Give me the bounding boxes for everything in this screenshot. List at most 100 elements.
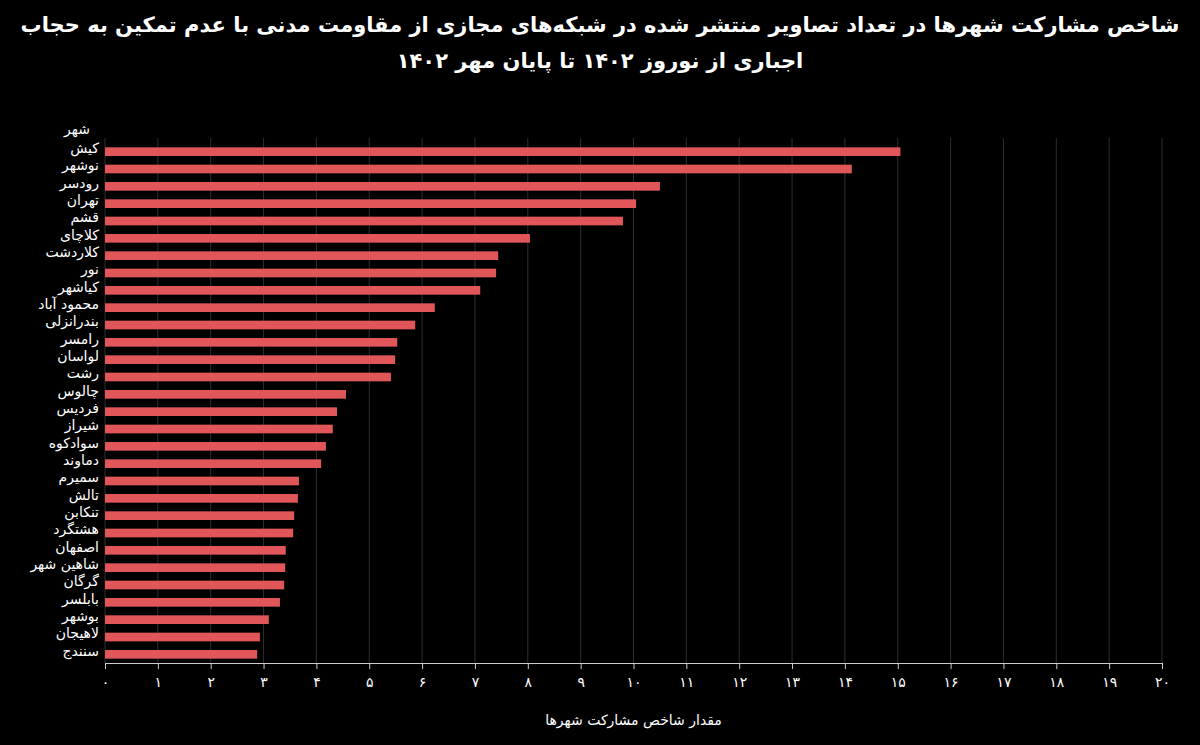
x-tick: ۵	[366, 663, 374, 690]
y-axis-title: شهر	[63, 121, 90, 138]
y-tick: کلاردشت	[46, 244, 106, 261]
y-tick: اصفهان	[55, 539, 105, 556]
bar	[105, 615, 269, 624]
y-tick: تنکابن	[64, 504, 105, 521]
y-tick-label: سنندج	[62, 643, 99, 660]
y-tick: گرگان	[63, 573, 105, 590]
x-tick: ۶	[419, 663, 427, 690]
y-tick-label: کلاردشت	[46, 244, 100, 261]
y-tick-label: اصفهان	[55, 539, 99, 556]
x-tick-mark	[475, 663, 476, 669]
bar	[105, 338, 397, 347]
y-axis: کیشنوشهررودسرتهرانقشمکلاچایکلاردشتنورکیا…	[29, 140, 105, 660]
x-tick-mark	[1162, 663, 1163, 669]
x-tick: ۱۲	[732, 663, 747, 690]
background	[0, 0, 1200, 745]
x-tick-label: ۲	[207, 674, 215, 690]
x-tick-label: ۱۹	[1102, 674, 1117, 690]
y-tick: شیراز	[64, 417, 105, 434]
bar	[105, 598, 280, 607]
bar	[105, 303, 435, 312]
y-tick-label: محمود آباد	[38, 296, 99, 313]
bar	[105, 321, 415, 330]
y-tick-label: سوادکوه	[49, 435, 99, 452]
x-tick-label: ۱۲	[732, 674, 747, 690]
x-tick-label: ۱۷	[996, 674, 1012, 690]
y-tick-label: چالوس	[57, 383, 99, 400]
y-tick: نور	[80, 261, 105, 278]
bars	[105, 147, 900, 658]
bar	[105, 217, 623, 226]
y-tick: سنندج	[62, 643, 105, 660]
x-tick-mark	[581, 663, 582, 669]
x-tick: ۱۷	[996, 663, 1012, 690]
bar	[105, 407, 337, 416]
x-tick-label: ۰	[102, 674, 110, 690]
x-tick: ۰	[102, 663, 110, 690]
bar	[105, 251, 498, 260]
grid-line	[739, 138, 740, 663]
y-tick: کیش	[70, 140, 105, 157]
y-tick: تهران	[67, 192, 105, 209]
y-tick: لاهیجان	[56, 625, 105, 641]
y-tick-label: هشتگرد	[53, 521, 99, 538]
x-tick: ۱۸	[1049, 663, 1065, 690]
bar	[105, 425, 333, 434]
grid	[105, 138, 1162, 663]
x-tick-label: ۱	[155, 674, 163, 690]
grid-line	[1056, 138, 1057, 663]
y-tick: لواسان	[57, 348, 105, 365]
y-tick: سمیرم	[59, 469, 105, 486]
grid-line	[1003, 138, 1004, 663]
x-tick-mark	[1003, 663, 1004, 669]
grid-line	[686, 138, 687, 663]
bar	[105, 546, 286, 555]
x-tick-label: ۱۶	[944, 674, 959, 690]
y-tick-label: بوشهر	[61, 608, 99, 625]
x-tick: ۹	[577, 663, 585, 690]
x-tick-mark	[211, 663, 212, 669]
x-tick: ۱۳	[785, 663, 801, 690]
y-tick: رامسر	[60, 331, 105, 348]
x-tick-label: ۵	[366, 674, 374, 690]
y-tick: بندرانزلی	[45, 313, 105, 330]
y-tick: چالوس	[57, 383, 105, 400]
y-tick: محمود آباد	[38, 296, 105, 313]
y-tick-label: گرگان	[63, 573, 99, 590]
x-tick-mark	[264, 663, 265, 669]
y-tick: نوشهر	[61, 157, 105, 174]
y-tick-label: کلاچای	[60, 227, 99, 244]
x-tick-mark	[898, 663, 899, 669]
x-tick-mark	[105, 663, 106, 669]
y-tick: تالش	[69, 487, 105, 504]
y-tick: قشم	[71, 209, 106, 226]
y-tick: شاهین شهر	[29, 556, 105, 573]
x-tick: ۳	[260, 663, 268, 690]
title: شاخص مشارکت شهرها در تعداد تصاویر منتشر …	[21, 13, 1180, 73]
x-tick-mark	[792, 663, 793, 669]
x-tick-mark	[634, 663, 635, 669]
y-tick: بوشهر	[61, 608, 105, 625]
x-tick: ۱	[155, 663, 163, 690]
y-tick: رشت	[67, 365, 105, 382]
x-axis: ۰۱۲۳۴۵۶۷۸۹۱۰۱۱۱۲۱۳۱۴۱۵۱۶۱۷۱۸۱۹۲۰	[102, 663, 1170, 690]
x-axis-title: مقدار شاخص مشارکت شهرها	[545, 712, 722, 729]
x-axis-line	[106, 664, 1163, 670]
grid-line	[1109, 138, 1110, 663]
x-tick: ۱۹	[1102, 663, 1117, 690]
x-tick: ۱۴	[838, 663, 853, 690]
y-tick-label: دماوند	[63, 452, 99, 469]
title-line: اجباری از نوروز ۱۴۰۲ تا پایان مهر ۱۴۰۲	[397, 49, 804, 73]
y-tick-label: کیاشهر	[57, 279, 99, 296]
bar	[105, 147, 900, 156]
y-tick: سوادکوه	[49, 435, 105, 452]
x-tick-label: ۸	[525, 674, 533, 690]
x-tick-label: ۱۱	[679, 674, 694, 690]
x-tick-label: ۶	[419, 674, 427, 690]
x-tick: ۷	[472, 663, 480, 690]
x-tick: ۸	[525, 663, 533, 690]
grid-line	[1162, 138, 1163, 663]
bar	[105, 165, 852, 174]
y-tick-label: نور	[80, 261, 99, 278]
x-tick-label: ۱۸	[1049, 674, 1065, 690]
